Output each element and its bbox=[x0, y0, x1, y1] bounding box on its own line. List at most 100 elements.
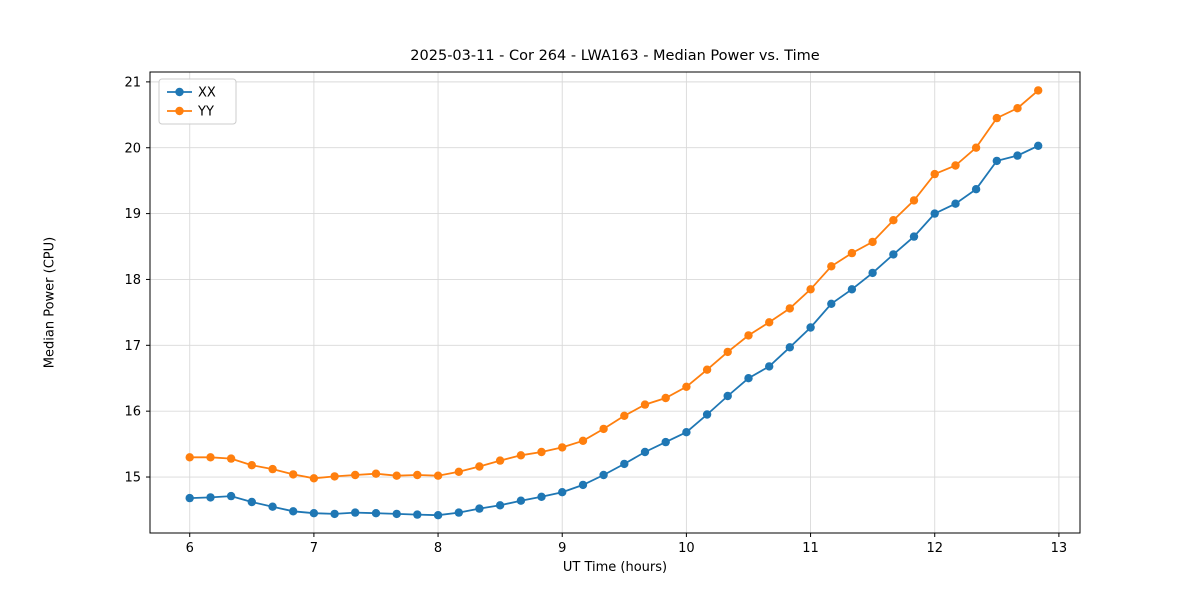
data-point-yy bbox=[661, 393, 670, 403]
data-point-yy bbox=[599, 424, 608, 434]
data-point-xx bbox=[309, 509, 319, 518]
data-point-xx bbox=[433, 511, 443, 520]
x-tick-label: 6 bbox=[186, 541, 194, 556]
y-tick-label: 20 bbox=[124, 141, 141, 156]
data-point-yy bbox=[723, 347, 732, 357]
data-point-xx bbox=[516, 496, 526, 505]
data-point-yy bbox=[475, 462, 484, 471]
x-tick-label: 8 bbox=[434, 541, 442, 556]
data-point-yy bbox=[785, 304, 794, 313]
data-point-yy bbox=[806, 285, 815, 294]
data-point-xx bbox=[889, 250, 898, 259]
data-point-yy bbox=[1034, 86, 1043, 95]
data-point-yy bbox=[682, 382, 691, 391]
data-point-xx bbox=[682, 428, 691, 437]
y-tick-label: 17 bbox=[124, 339, 141, 354]
data-point-xx bbox=[351, 508, 360, 517]
data-point-xx bbox=[371, 509, 381, 518]
data-point-yy bbox=[827, 262, 836, 271]
x-tick-label: 11 bbox=[802, 541, 819, 556]
data-point-yy bbox=[371, 469, 381, 478]
tick-labels: 6 7 8 9 10 11 12 13 15 16 17 18 19 20 21 bbox=[124, 75, 1067, 556]
data-point-xx bbox=[640, 447, 650, 457]
data-point-yy bbox=[433, 471, 443, 480]
data-point-yy bbox=[620, 411, 629, 420]
data-point-xx bbox=[454, 508, 463, 517]
data-point-yy bbox=[558, 443, 567, 452]
data-point-yy bbox=[640, 400, 650, 409]
data-point-xx bbox=[847, 285, 857, 294]
data-point-xx bbox=[827, 299, 836, 308]
data-point-yy bbox=[578, 436, 588, 445]
data-point-yy bbox=[765, 318, 774, 327]
data-point-xx bbox=[330, 509, 339, 519]
series-line-yy bbox=[189, 89, 1039, 480]
data-point-yy bbox=[744, 331, 753, 340]
y-tick-label: 21 bbox=[124, 75, 141, 90]
data-point-xx bbox=[475, 504, 484, 513]
data-point-xx bbox=[1013, 151, 1022, 160]
data-point-xx bbox=[930, 209, 939, 218]
data-point-xx bbox=[971, 185, 981, 194]
grid-lines bbox=[150, 72, 1080, 533]
data-point-xx bbox=[495, 501, 505, 510]
data-point-yy bbox=[1013, 104, 1022, 113]
data-point-xx bbox=[806, 323, 815, 332]
data-point-xx bbox=[413, 510, 422, 519]
data-point-xx bbox=[206, 493, 215, 502]
x-tick-label: 9 bbox=[558, 541, 566, 556]
y-tick-label: 16 bbox=[124, 405, 141, 420]
data-point-yy bbox=[537, 447, 546, 457]
data-point-xx bbox=[661, 437, 670, 447]
data-point-xx bbox=[247, 497, 256, 507]
legend-marker-yy bbox=[175, 106, 184, 116]
data-point-yy bbox=[392, 471, 401, 480]
data-point-xx bbox=[785, 343, 794, 352]
data-point-xx bbox=[558, 488, 567, 497]
series-xx bbox=[185, 141, 1043, 520]
y-tick-label: 15 bbox=[124, 471, 141, 486]
data-point-yy bbox=[992, 113, 1001, 123]
data-point-yy bbox=[351, 470, 360, 480]
data-point-yy bbox=[413, 470, 422, 480]
data-point-yy bbox=[868, 237, 877, 247]
data-point-xx bbox=[702, 410, 712, 419]
tick-marks bbox=[146, 81, 1060, 537]
y-axis-label: Median Power (CPU) bbox=[42, 236, 58, 369]
x-tick-label: 12 bbox=[926, 541, 943, 556]
data-point-xx bbox=[289, 507, 298, 516]
data-point-xx bbox=[744, 374, 753, 383]
data-point-xx bbox=[620, 459, 629, 469]
data-point-xx bbox=[723, 391, 732, 401]
data-point-yy bbox=[951, 161, 960, 170]
data-point-yy bbox=[309, 474, 319, 483]
data-point-yy bbox=[268, 464, 277, 474]
data-point-yy bbox=[226, 454, 236, 463]
data-point-xx bbox=[268, 502, 277, 511]
data-point-yy bbox=[930, 169, 939, 179]
data-point-yy bbox=[247, 461, 256, 470]
x-axis-label: UT Time (hours) bbox=[562, 560, 668, 575]
x-tick-label: 10 bbox=[678, 541, 695, 556]
x-tick-label: 13 bbox=[1051, 541, 1068, 556]
legend-label-yy: YY bbox=[197, 105, 214, 120]
data-point-xx bbox=[951, 199, 960, 208]
data-point-yy bbox=[495, 456, 505, 465]
x-tick-label: 7 bbox=[310, 541, 318, 556]
data-point-yy bbox=[185, 453, 194, 462]
y-tick-label: 18 bbox=[124, 273, 141, 288]
series-yy bbox=[185, 86, 1043, 483]
data-point-xx bbox=[765, 362, 774, 371]
y-tick-label: 19 bbox=[124, 207, 141, 222]
data-point-yy bbox=[289, 470, 298, 479]
data-point-xx bbox=[992, 156, 1001, 166]
data-point-xx bbox=[868, 268, 877, 278]
data-point-yy bbox=[206, 453, 215, 462]
data-point-xx bbox=[1034, 141, 1043, 150]
data-point-yy bbox=[909, 196, 919, 205]
data-point-yy bbox=[889, 216, 898, 225]
legend-marker-xx bbox=[175, 87, 184, 97]
data-point-yy bbox=[516, 451, 526, 460]
